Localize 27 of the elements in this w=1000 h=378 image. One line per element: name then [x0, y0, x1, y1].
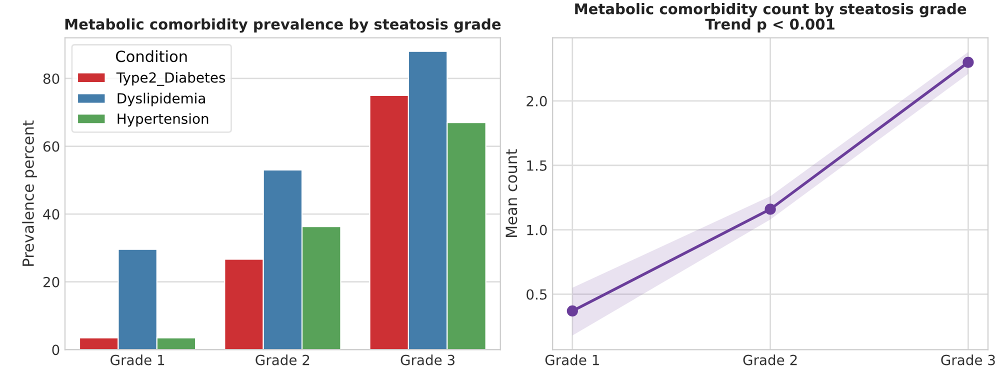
legend-label: Dyslipidemia	[118, 92, 205, 106]
x-tick-label: Grade 1	[545, 354, 599, 366]
x-tick-label: Grade 1	[110, 354, 164, 366]
chart-subtitle: Trend p < 0.001	[705, 18, 834, 32]
legend-label: Type2_Diabetes	[116, 72, 226, 86]
legend-label: Hypertension	[118, 113, 208, 127]
point	[764, 204, 776, 215]
x-tick-label: Grade 3	[400, 354, 454, 366]
y-tick-label: 1.0	[527, 224, 547, 236]
y-axis-title: Mean count	[506, 149, 518, 238]
y-tick-label: 0.5	[526, 289, 547, 300]
chart-title: Metabolic comorbidity count by steatosis grade	[575, 3, 966, 18]
y-tick-label: 1.5	[527, 160, 547, 171]
legend-title: Condition	[116, 50, 187, 62]
y-tick-label: 0	[52, 344, 60, 356]
y-tick-label: 40	[43, 209, 60, 220]
y-tick-label: 20	[43, 276, 60, 288]
x-tick-label: Grade 3	[941, 354, 995, 366]
y-tick-label: 60	[43, 141, 60, 152]
x-tick-label: Grade 2	[743, 354, 797, 366]
point	[566, 305, 578, 317]
y-tick-label: 2.0	[526, 96, 547, 106]
point	[962, 56, 974, 68]
chart-title: Metabolic comorbidity prevalence by steatosis grade	[65, 18, 501, 33]
x-tick-label: Grade 2	[256, 354, 310, 366]
y-axis-title: Prevalence percent	[22, 120, 37, 266]
y-tick-label: 80	[43, 73, 60, 84]
